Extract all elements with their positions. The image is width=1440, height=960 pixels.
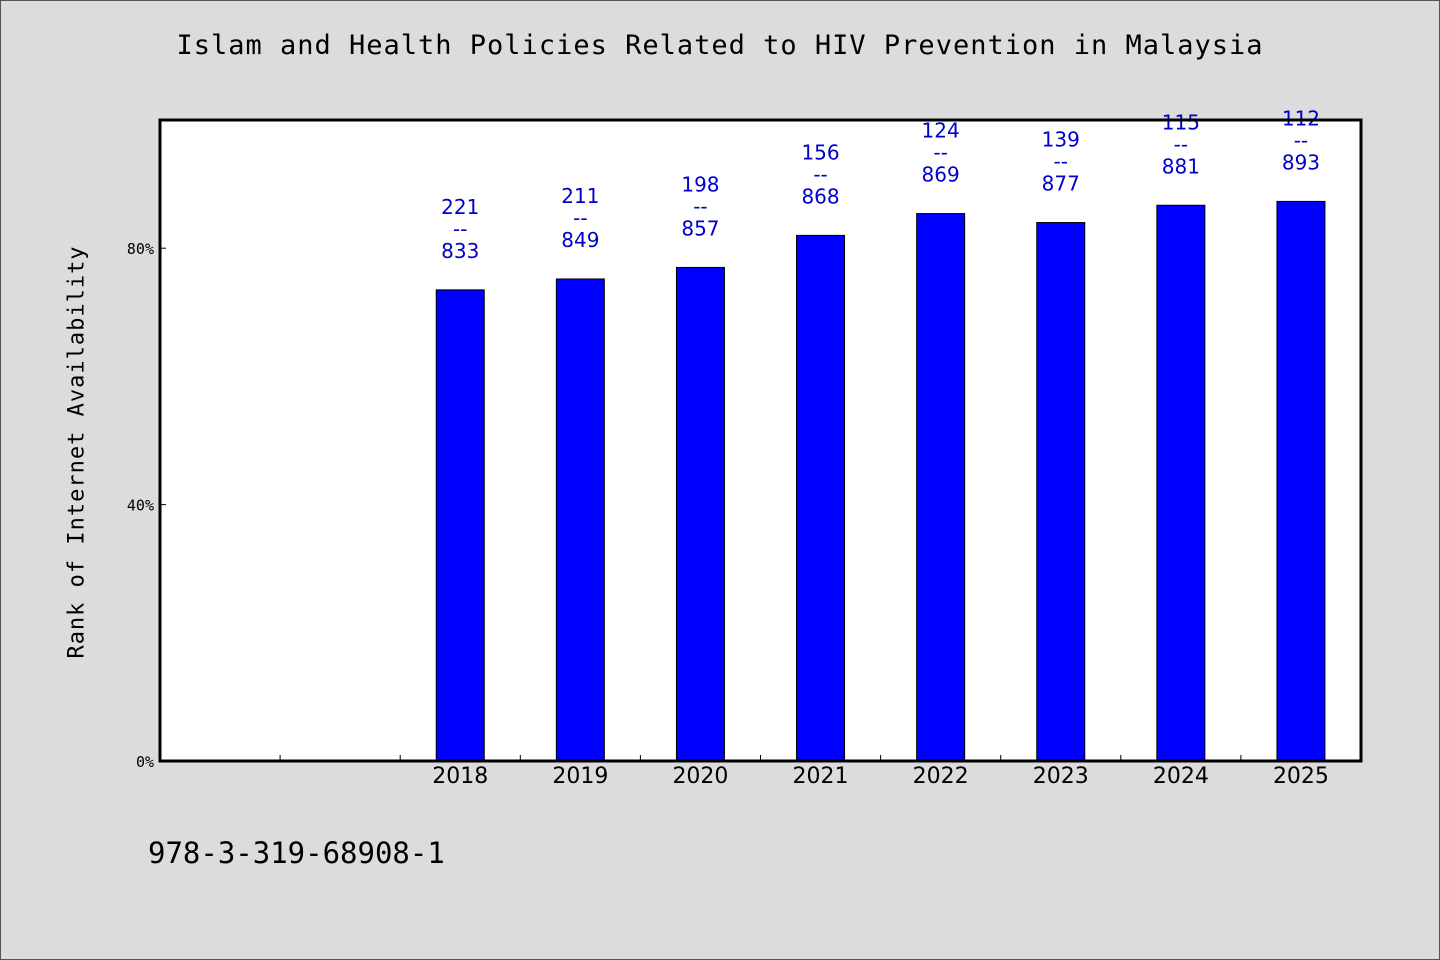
x-tick-label: 2022 (913, 764, 969, 789)
chart-title: Islam and Health Policies Related to HIV… (176, 30, 1264, 61)
data-label-sep: -- (933, 141, 947, 165)
bar-2025 (1276, 200, 1326, 762)
bar-2019 (555, 278, 605, 762)
data-label-top: 124 (922, 119, 960, 143)
x-tick-label: 2025 (1273, 764, 1329, 789)
y-tick-label: 0% (136, 753, 154, 771)
data-label-top: 221 (441, 195, 479, 219)
data-label-bottom: 833 (441, 239, 479, 263)
bar-2024 (1156, 204, 1206, 762)
data-label-bottom: 868 (801, 184, 839, 208)
data-label-sep: -- (1174, 132, 1188, 156)
plot-border (158, 118, 1363, 763)
data-label-top: 156 (801, 140, 839, 164)
x-tick-label: 2020 (672, 764, 728, 789)
x-tick-label: 2024 (1153, 764, 1209, 789)
footer-code: 978-3-319-68908-1 (148, 836, 445, 870)
data-label-top: 112 (1282, 106, 1320, 130)
data-label-bottom: 881 (1162, 154, 1200, 178)
data-label-bottom: 857 (681, 216, 719, 240)
x-tick-label: 2023 (1033, 764, 1089, 789)
data-label-bottom: 869 (922, 163, 960, 187)
data-label-top: 198 (681, 172, 719, 196)
data-label-sep: -- (1054, 150, 1068, 174)
data-label-top: 115 (1162, 110, 1200, 134)
data-label-sep: -- (453, 217, 467, 241)
data-label-bottom: 893 (1282, 150, 1320, 174)
data-label-top: 139 (1042, 128, 1080, 152)
bar-2021 (796, 234, 846, 762)
data-label-bottom: 877 (1042, 172, 1080, 196)
bar-2018 (435, 289, 485, 762)
y-tick-label: 40% (127, 497, 154, 515)
y-tick-label: 80% (127, 240, 154, 258)
data-label-sep: -- (1294, 128, 1308, 152)
data-label-bottom: 849 (561, 228, 599, 252)
x-tick-label: 2019 (552, 764, 608, 789)
data-label-sep: -- (573, 206, 587, 230)
x-tick-label: 2021 (793, 764, 849, 789)
x-tick-label: 2018 (432, 764, 488, 789)
bar-2023 (1036, 222, 1086, 762)
data-label-sep: -- (693, 194, 707, 218)
bar-2020 (675, 266, 725, 762)
data-label-top: 211 (561, 184, 599, 208)
bar-2022 (916, 213, 966, 762)
data-label-sep: -- (813, 162, 827, 186)
